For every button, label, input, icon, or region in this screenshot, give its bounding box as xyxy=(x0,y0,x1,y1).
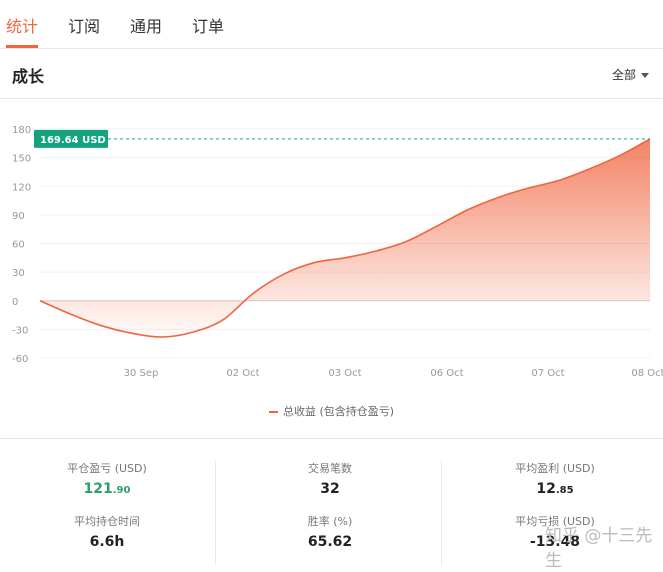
range-filter-dropdown[interactable]: 全部 xyxy=(612,66,649,83)
section-title: 成长 xyxy=(12,67,45,86)
y-tick-label: 120 xyxy=(12,182,31,193)
top-tab-bar: 统计 订阅 通用 订单 xyxy=(0,0,663,49)
stat-value: 12.85 xyxy=(450,481,660,497)
series-area xyxy=(40,138,650,338)
stat-label: 交易笔数 xyxy=(308,462,352,475)
stat-value: 6.6h xyxy=(89,534,125,550)
stats-panel: 平仓盈亏 (USD) 121.90 交易笔数 32 平均盈利 (USD) 12.… xyxy=(0,438,663,572)
stat-value: 121.90 xyxy=(2,481,212,497)
x-tick-label: 06 Oct xyxy=(430,368,463,379)
x-tick-label: 08 Oct xyxy=(631,368,663,379)
stat-label: 平均持仓时间 xyxy=(74,515,140,528)
tab-general[interactable]: 通用 xyxy=(130,17,163,36)
stat-value: 32 xyxy=(320,481,340,497)
y-tick-label: 30 xyxy=(12,268,25,279)
stat-avg-loss: 平均亏损 (USD) -13.48 xyxy=(450,513,660,550)
stat-value-decimal: .90 xyxy=(112,485,131,496)
stat-value: -13.48 xyxy=(529,534,581,550)
tab-subscribe[interactable]: 订阅 xyxy=(68,17,101,36)
watermark-text: 知乎 @十三先生 xyxy=(545,526,653,571)
y-tick-label: -60 xyxy=(12,354,28,365)
stat-label: 平仓盈亏 (USD) xyxy=(67,462,147,475)
x-tick-label: 03 Oct xyxy=(328,368,361,379)
stat-trades: 交易笔数 32 xyxy=(225,460,435,497)
x-tick-label: 30 Sep xyxy=(124,368,159,379)
stat-label: 胜率 (%) xyxy=(307,515,353,528)
stat-value: 65.62 xyxy=(307,534,353,550)
stat-win-rate: 胜率 (%) 65.62 xyxy=(225,513,435,550)
latest-value-label: 169.64 USD xyxy=(40,135,106,146)
stats-divider xyxy=(215,461,216,565)
y-tick-label: 150 xyxy=(12,154,31,165)
y-tick-label: -30 xyxy=(12,325,28,336)
legend-label: 总收益 (包含持仓盈亏) xyxy=(282,405,395,418)
y-tick-label: 60 xyxy=(12,240,25,251)
tab-statistics[interactable]: 统计 xyxy=(6,17,39,36)
x-tick-label: 02 Oct xyxy=(226,368,259,379)
chevron-down-icon xyxy=(641,73,649,78)
y-tick-label: 180 xyxy=(12,125,31,136)
stat-value-int: 121 xyxy=(83,481,113,497)
y-tick-label: 90 xyxy=(12,211,25,222)
stats-divider xyxy=(441,461,442,565)
tab-orders[interactable]: 订单 xyxy=(192,17,225,36)
chart-legend: 总收益 (包含持仓盈亏) xyxy=(0,403,663,419)
legend-swatch xyxy=(268,411,278,413)
range-filter-label: 全部 xyxy=(611,68,636,82)
x-tick-label: 07 Oct xyxy=(531,368,564,379)
stat-label: 平均盈利 (USD) xyxy=(515,462,595,475)
stat-value-int: 12 xyxy=(536,481,556,497)
y-tick-label: 0 xyxy=(12,297,18,308)
stat-avg-profit: 平均盈利 (USD) 12.85 xyxy=(450,460,660,497)
series-line xyxy=(39,138,651,338)
latest-value-badge xyxy=(34,129,108,148)
stat-label: 平均亏损 (USD) xyxy=(515,515,595,528)
growth-chart: 180 150 120 90 60 30 0 -30 -60 30 Sep 02 Oct 03 Oc… xyxy=(12,125,663,379)
active-tab-indicator xyxy=(6,45,38,48)
stat-avg-hold: 平均持仓时间 6.6h xyxy=(2,513,212,550)
section-divider xyxy=(0,98,663,99)
stat-value-decimal: .85 xyxy=(555,485,574,496)
stat-closed-pnl: 平仓盈亏 (USD) 121.90 xyxy=(2,460,212,497)
